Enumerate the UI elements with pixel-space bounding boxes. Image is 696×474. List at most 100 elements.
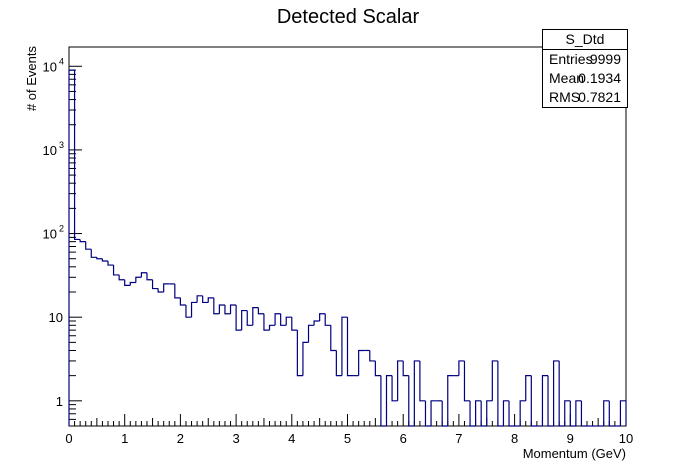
stats-value: 0.1934 (578, 70, 621, 86)
histogram-bin (608, 400, 615, 427)
y-tick-label: 1 (56, 394, 63, 409)
x-tick-label: 8 (511, 431, 518, 446)
histogram-bin (575, 400, 582, 426)
histogram-bin (129, 281, 136, 286)
histogram-bin (424, 400, 432, 427)
histogram-bin (397, 360, 404, 401)
x-tick-label: 0 (65, 431, 72, 446)
histogram-bin (107, 260, 114, 266)
histogram-bin (335, 350, 342, 377)
histogram-bin (324, 313, 331, 326)
stats-box: S_Dtd Entries 9999 Mean 0.1934 RMS 0.782… (542, 29, 628, 108)
histogram-bin (202, 295, 209, 304)
histogram-bin (369, 350, 376, 362)
stats-value: 0.7821 (578, 89, 621, 105)
y-tick-exponent: 2 (59, 224, 64, 234)
y-tick-label: 10 (49, 310, 63, 325)
histogram-bin (118, 274, 125, 281)
histogram-bin (179, 297, 186, 306)
histogram-bin (79, 239, 86, 243)
histogram-bin (313, 320, 320, 326)
histogram-bin (619, 400, 626, 426)
stats-value: 9999 (589, 51, 621, 67)
y-axis-label: # of Events (24, 46, 39, 112)
histogram-bin (174, 283, 181, 299)
histogram-bin (558, 360, 565, 427)
histogram-bin (430, 400, 437, 426)
histogram-bin (291, 317, 298, 331)
histogram-bin (218, 304, 225, 314)
y-tick-label: 10 (43, 59, 57, 74)
histogram-bin (151, 279, 159, 290)
histogram-bin (190, 301, 198, 318)
histogram-bin (101, 258, 108, 262)
histogram-bin (146, 272, 153, 281)
histogram-bin (374, 360, 381, 377)
histogram-bin (441, 400, 448, 427)
histogram-bin (580, 400, 588, 427)
histogram-bin (491, 360, 498, 401)
histogram-bin (480, 400, 487, 427)
histogram-bin (319, 313, 326, 322)
histogram-bin (246, 310, 253, 326)
histogram-bin (274, 313, 281, 326)
histogram-bin (73, 70, 81, 241)
x-tick-label: 9 (567, 431, 574, 446)
histogram-bin (263, 313, 270, 331)
histogram-bin (402, 360, 409, 377)
x-tick-label: 2 (177, 431, 184, 446)
x-tick-label: 1 (121, 431, 128, 446)
y-tick-label: 10 (43, 143, 57, 158)
histogram-bin (469, 400, 476, 427)
histogram-bin (207, 297, 214, 303)
histogram-bin (185, 304, 192, 318)
histogram-bin (90, 249, 97, 258)
histogram-bin (408, 375, 415, 427)
histogram-bin (196, 295, 203, 303)
x-axis-label: Momentum (GeV) (523, 446, 626, 461)
histogram-bin (564, 400, 571, 426)
histogram-bin (140, 272, 147, 278)
histogram-bin (229, 304, 237, 314)
histogram-bin (257, 307, 264, 315)
histogram-bin (235, 304, 242, 331)
histogram-bin (413, 360, 420, 426)
x-tick-label: 6 (400, 431, 407, 446)
histogram-bin (296, 330, 303, 377)
histogram-bin (285, 316, 292, 326)
y-tick-exponent: 4 (59, 56, 64, 66)
chart-title: Detected Scalar (276, 6, 420, 28)
stats-label: Mean (549, 70, 585, 86)
stats-label: Entries (549, 51, 593, 67)
stats-row-entries: Entries 9999 (543, 50, 627, 69)
histogram-bin (458, 360, 465, 376)
histogram-bin (541, 375, 549, 426)
histogram-bin (163, 283, 170, 293)
histogram-bin (268, 324, 276, 331)
histogram-bin (525, 375, 532, 401)
histogram-series (68, 69, 627, 427)
x-tick-label: 10 (619, 431, 633, 446)
histogram-bin (463, 360, 471, 402)
x-tick-label: 4 (288, 431, 295, 446)
histogram-bin (385, 375, 393, 426)
y-tick-label: 10 (43, 227, 57, 242)
histogram-bin (157, 288, 164, 293)
histogram-bin (96, 257, 103, 260)
histogram-bin (447, 375, 454, 426)
x-tick-label: 5 (344, 431, 351, 446)
histogram-bin (112, 265, 120, 276)
histogram-bin (530, 375, 537, 427)
histogram-bin (419, 360, 426, 402)
histogram-bin (252, 307, 259, 326)
histogram-bin (547, 375, 554, 427)
stats-label: RMS (549, 89, 581, 105)
histogram-bin (224, 304, 231, 315)
histogram-bin (497, 360, 504, 427)
stats-box-name: S_Dtd (543, 30, 627, 50)
histogram-bin (85, 241, 92, 250)
histogram-bin (502, 400, 510, 426)
histogram-bin (307, 324, 315, 343)
